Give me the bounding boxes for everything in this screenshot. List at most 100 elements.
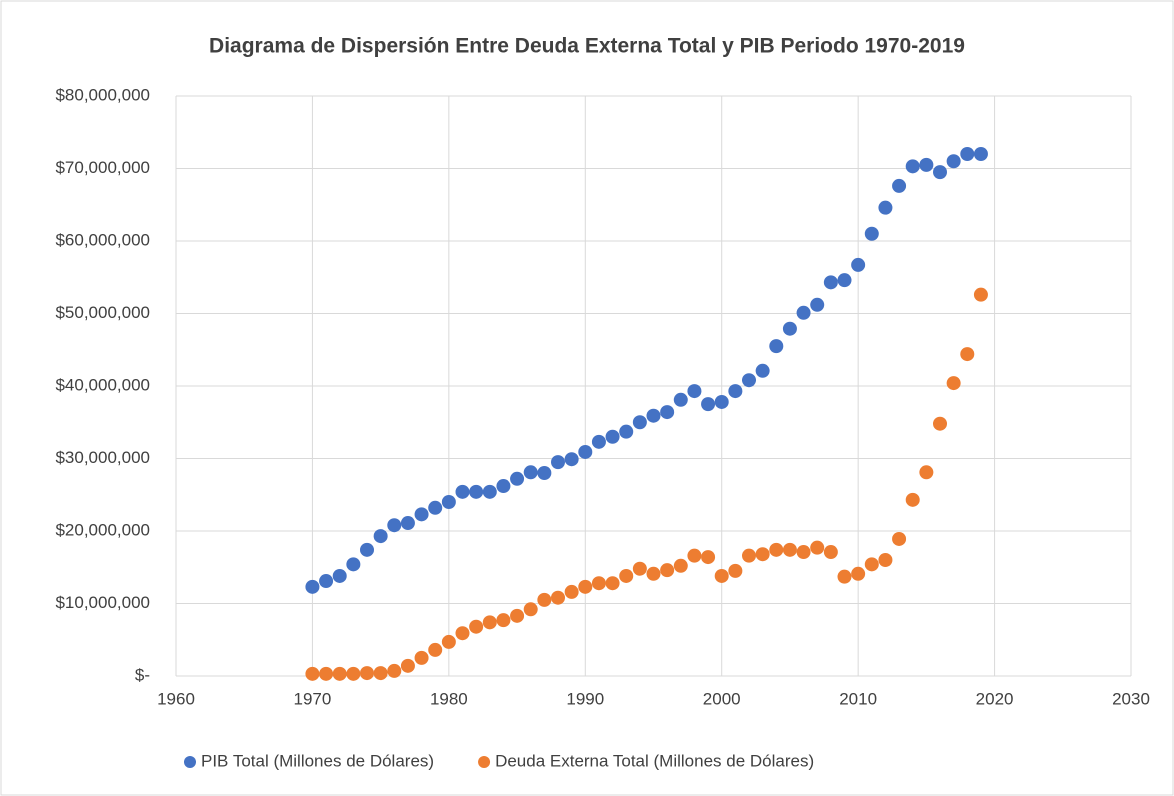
data-point bbox=[946, 376, 961, 391]
data-point bbox=[973, 147, 988, 161]
y-tick-label: $40,000,000 bbox=[55, 375, 150, 394]
x-tick-label: 1980 bbox=[430, 689, 468, 708]
data-point bbox=[769, 339, 784, 354]
chart-title: Diagrama de Dispersión Entre Deuda Exter… bbox=[209, 35, 965, 58]
data-point bbox=[591, 576, 606, 591]
data-point bbox=[591, 434, 606, 449]
data-point bbox=[728, 563, 743, 578]
y-tick-label: $10,000,000 bbox=[55, 593, 150, 612]
x-tick-label: 1960 bbox=[157, 689, 195, 708]
x-tick-label: 2030 bbox=[1112, 689, 1150, 708]
data-point bbox=[510, 471, 525, 486]
y-tick-label: $80,000,000 bbox=[55, 85, 150, 104]
x-tick-label: 1990 bbox=[566, 689, 604, 708]
data-point bbox=[578, 444, 593, 459]
data-point bbox=[905, 492, 920, 507]
data-point bbox=[782, 542, 797, 557]
data-point bbox=[414, 650, 429, 665]
data-point bbox=[428, 500, 443, 515]
data-point bbox=[728, 384, 743, 399]
data-point bbox=[387, 518, 402, 533]
legend-label: Deuda Externa Total (Millones de Dólares… bbox=[495, 751, 814, 770]
data-point bbox=[796, 545, 811, 560]
data-point bbox=[564, 584, 579, 599]
data-point bbox=[714, 394, 729, 409]
data-point bbox=[387, 663, 402, 678]
data-point bbox=[373, 529, 388, 544]
data-point bbox=[441, 634, 456, 649]
data-point bbox=[632, 561, 647, 576]
data-point bbox=[823, 275, 838, 290]
data-point bbox=[360, 666, 374, 681]
data-point bbox=[455, 484, 470, 499]
data-point bbox=[496, 613, 511, 628]
data-point bbox=[537, 592, 552, 607]
data-point bbox=[305, 579, 320, 594]
data-point bbox=[523, 465, 538, 480]
data-point bbox=[714, 568, 729, 583]
data-point bbox=[469, 619, 484, 634]
data-point bbox=[619, 568, 634, 583]
data-point bbox=[673, 558, 688, 573]
data-point bbox=[919, 157, 934, 172]
data-point bbox=[346, 557, 361, 572]
data-point bbox=[455, 626, 470, 641]
x-tick-label: 2000 bbox=[703, 689, 741, 708]
data-point bbox=[482, 615, 497, 630]
data-point bbox=[646, 566, 661, 581]
data-point bbox=[892, 531, 907, 546]
data-point bbox=[892, 178, 907, 193]
data-point bbox=[373, 666, 388, 681]
data-point bbox=[482, 484, 497, 499]
data-point bbox=[755, 547, 770, 562]
data-point bbox=[878, 553, 893, 567]
data-point bbox=[660, 563, 675, 578]
data-point bbox=[523, 602, 538, 617]
data-point bbox=[360, 542, 374, 557]
data-point bbox=[851, 257, 866, 272]
data-point bbox=[605, 576, 620, 591]
data-point bbox=[823, 545, 838, 560]
data-point bbox=[414, 507, 429, 522]
data-point bbox=[810, 297, 825, 312]
data-point bbox=[878, 200, 893, 215]
data-point bbox=[905, 159, 920, 174]
data-point bbox=[400, 516, 415, 531]
data-point bbox=[537, 466, 552, 480]
y-tick-label: $70,000,000 bbox=[55, 158, 150, 177]
data-point bbox=[441, 495, 456, 509]
data-point bbox=[769, 542, 784, 557]
x-tick-label: 2010 bbox=[839, 689, 877, 708]
data-point bbox=[701, 397, 716, 412]
data-point bbox=[564, 452, 579, 467]
data-point bbox=[551, 455, 565, 470]
data-point bbox=[960, 347, 975, 362]
data-point bbox=[605, 429, 620, 444]
data-point bbox=[933, 416, 947, 431]
data-point bbox=[646, 408, 661, 423]
data-point bbox=[578, 579, 593, 594]
y-tick-label: $30,000,000 bbox=[55, 448, 150, 467]
data-point bbox=[864, 557, 879, 572]
data-point bbox=[687, 384, 702, 399]
y-tick-label: $50,000,000 bbox=[55, 303, 150, 322]
data-point bbox=[973, 287, 988, 302]
data-point bbox=[782, 321, 797, 336]
data-point bbox=[960, 147, 975, 161]
data-point bbox=[319, 666, 334, 681]
data-point bbox=[319, 574, 334, 589]
data-point bbox=[469, 484, 484, 499]
data-point bbox=[851, 566, 866, 581]
data-point bbox=[332, 568, 347, 583]
data-point bbox=[346, 666, 361, 681]
y-tick-label: $- bbox=[135, 665, 150, 684]
data-point bbox=[946, 154, 961, 169]
data-point bbox=[673, 392, 688, 407]
y-tick-label: $20,000,000 bbox=[55, 520, 150, 539]
data-point bbox=[864, 226, 879, 241]
data-point bbox=[400, 658, 415, 673]
data-point bbox=[660, 405, 675, 420]
x-tick-label: 1970 bbox=[294, 689, 332, 708]
